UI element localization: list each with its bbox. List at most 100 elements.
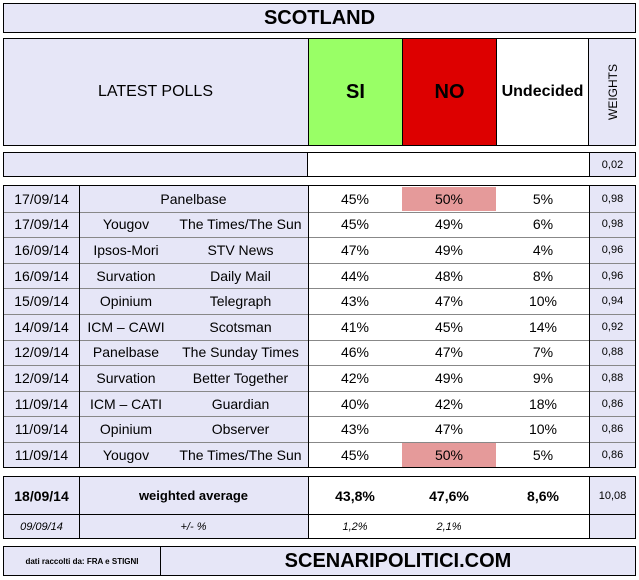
poll-weight: 0,88 [601, 371, 624, 384]
si-column-header: SI [308, 39, 402, 145]
delta-no: 2,1% [436, 520, 462, 533]
divider [160, 546, 161, 576]
title-bar [3, 3, 636, 33]
poll-date: 11/09/14 [14, 421, 69, 438]
summary-weight-column [590, 477, 635, 538]
row-divider [4, 416, 635, 418]
footer-site: SCENARIPOLITICI.COM [284, 549, 512, 572]
summary-si: 43,8% [335, 487, 375, 504]
blank-row-weight: 0,02 [601, 158, 624, 171]
poll-client: The Times/The Sun [179, 216, 302, 233]
row-divider [4, 314, 635, 315]
polls-date-column [4, 186, 79, 467]
weights-column-header: WEIGHTS [590, 38, 636, 146]
poll-date: 11/09/14 [14, 446, 69, 463]
poll-si: 46% [340, 344, 370, 361]
poll-client: Telegraph [209, 293, 272, 310]
row-divider [4, 442, 635, 443]
poll-pollster: Panelbase [160, 190, 227, 207]
poll-date: 12/09/14 [14, 369, 69, 386]
poll-undecided: 7% [532, 344, 554, 361]
poll-weight: 0,98 [601, 218, 624, 231]
row-divider [4, 288, 635, 290]
poll-pollster: Yougov [102, 216, 150, 233]
poll-weight: 0,86 [601, 423, 624, 436]
poll-weight: 0,98 [601, 192, 624, 205]
poll-pollster: Panelbase [92, 344, 160, 361]
summary-weight: 10,08 [598, 489, 627, 502]
poll-weight: 0,92 [601, 320, 624, 333]
poll-pollster: Opinium [99, 293, 153, 310]
row-divider [4, 211, 635, 213]
delta-si: 1,2% [342, 520, 368, 533]
poll-client: STV News [207, 241, 274, 258]
footer-credits: dati raccolti da: FRA e STIGNI [25, 556, 139, 566]
poll-no: 42% [434, 395, 464, 412]
poll-pollster: Survation [96, 369, 156, 386]
poll-si: 40% [340, 395, 370, 412]
poll-weight: 0,96 [601, 243, 624, 256]
poll-si: 47% [340, 241, 370, 258]
latest-polls-label: LATEST POLLS [97, 83, 213, 100]
poll-undecided: 4% [532, 241, 554, 258]
poll-si: 45% [340, 446, 370, 463]
row-divider [4, 390, 635, 392]
poll-undecided: 14% [528, 318, 558, 335]
blank-row-left [3, 152, 308, 177]
footer-bar [3, 546, 636, 576]
delta-label: +/- % [180, 520, 207, 533]
poll-undecided: 18% [528, 395, 558, 412]
poll-date: 12/09/14 [14, 344, 69, 361]
poll-si: 45% [340, 216, 370, 233]
page-title: SCOTLAND [263, 6, 376, 29]
poll-undecided: 5% [532, 190, 554, 207]
undecided-column-header: Undecided [496, 39, 589, 145]
poll-date: 11/09/14 [14, 395, 69, 412]
row-divider [4, 365, 635, 367]
divider [589, 476, 590, 539]
poll-client: Scotsman [209, 318, 272, 335]
summary-no: 47,6% [429, 487, 469, 504]
no-highlight [402, 443, 496, 467]
poll-no: 47% [434, 421, 464, 438]
poll-date: 15/09/14 [14, 293, 69, 310]
divider [589, 185, 590, 468]
poll-si: 44% [340, 267, 370, 284]
poll-weight: 0,86 [601, 448, 624, 461]
divider [308, 476, 309, 539]
poll-si: 45% [340, 190, 370, 207]
poll-pollster: ICM – CATI [89, 395, 163, 412]
poll-no: 47% [434, 344, 464, 361]
poll-client: Better Together [192, 369, 289, 386]
summary-date-column [4, 477, 79, 538]
poll-pollster: Opinium [99, 421, 153, 438]
no-highlight [402, 187, 496, 211]
poll-pollster: ICM – CAWI [87, 318, 165, 335]
poll-no: 48% [434, 267, 464, 284]
poll-date: 14/09/14 [14, 318, 69, 335]
poll-no: 47% [434, 293, 464, 310]
poll-pollster: Ipsos-Mori [93, 241, 159, 258]
poll-weight: 0,96 [601, 269, 624, 282]
poll-no: 45% [434, 318, 464, 335]
poll-no: 50% [434, 446, 464, 463]
poll-date: 17/09/14 [14, 216, 69, 233]
summary-label-column [79, 477, 308, 538]
poll-si: 41% [340, 318, 370, 335]
poll-client: Guardian [211, 395, 270, 412]
no-column-header: NO [402, 39, 496, 145]
poll-undecided: 5% [532, 446, 554, 463]
poll-weight: 0,94 [601, 295, 624, 308]
divider [79, 185, 80, 468]
poll-undecided: 8% [532, 267, 554, 284]
poll-client: The Times/The Sun [179, 446, 302, 463]
row-divider [4, 262, 635, 264]
poll-pollster: Yougov [102, 446, 150, 463]
poll-weight: 0,86 [601, 397, 624, 410]
poll-si: 43% [340, 293, 370, 310]
poll-date: 17/09/14 [14, 190, 69, 207]
poll-si: 42% [340, 369, 370, 386]
polls-weight-column [590, 186, 635, 467]
poll-pollster: Survation [96, 267, 156, 284]
poll-undecided: 10% [528, 421, 558, 438]
